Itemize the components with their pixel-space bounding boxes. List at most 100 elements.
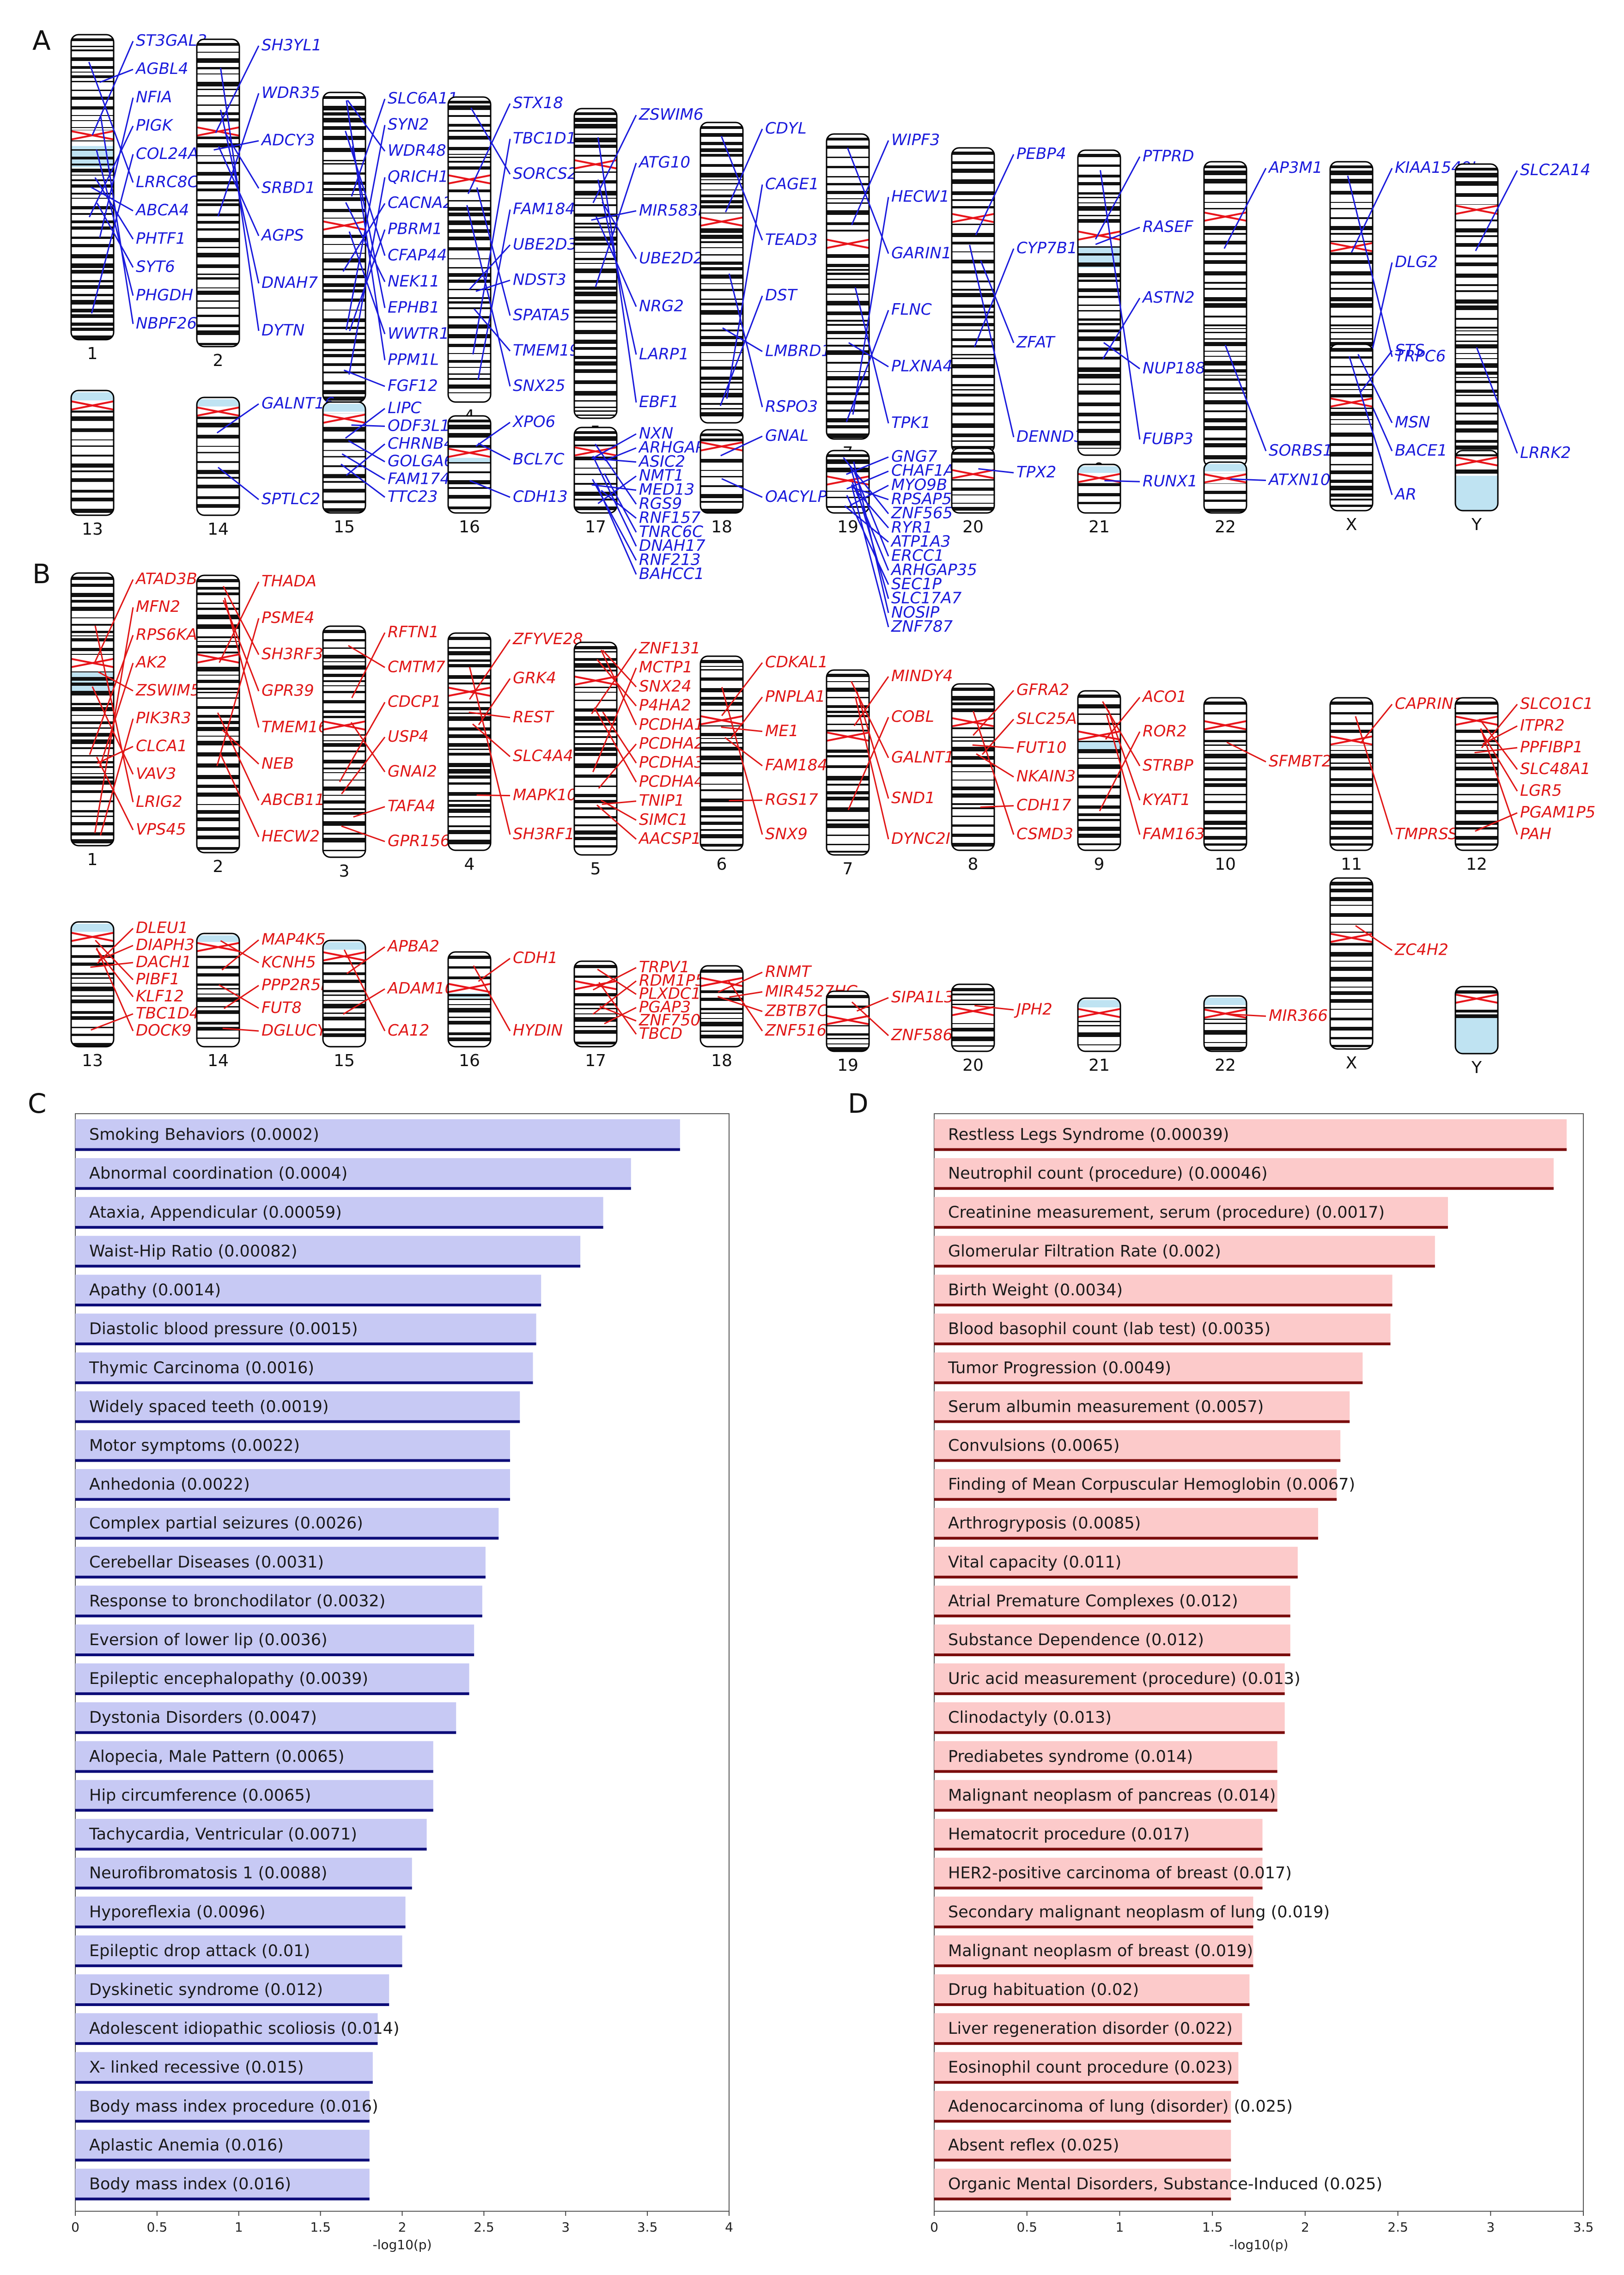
gene-label-tbc1d4: TBC1D4: [136, 1004, 199, 1023]
gene-connector-ror2: [1099, 731, 1141, 811]
gene-connector-gpr156: [341, 825, 385, 842]
bar-1: [75, 1119, 680, 1150]
chromosome-label-18: 18: [711, 1051, 732, 1070]
gene-connector-tmem192: [474, 308, 511, 352]
gene-label-rnf213: RNF213: [639, 551, 701, 569]
gene-connector-pcdha2: [598, 744, 637, 789]
gene-label-gnai2: GNAI2: [388, 762, 437, 781]
gene-label-wdr35: WDR35: [262, 84, 320, 102]
gene-connector-lgr5: [1480, 729, 1518, 792]
gene-connector-srbd1: [224, 131, 260, 189]
bar-14: [934, 1624, 1290, 1655]
gene-connector-adam10: [342, 988, 385, 1015]
gene-label-cdyl: CDYL: [765, 119, 807, 138]
gene-connector-cdh1: [478, 958, 511, 982]
gene-connector-slc2a14: [1475, 170, 1518, 251]
gene-label-sec1p: SEC1P: [891, 575, 942, 593]
gene-label-znf131: ZNF131: [639, 639, 700, 658]
gene-connector-atad3b: [94, 579, 134, 663]
gene-label-znf586: ZNF586: [891, 1026, 953, 1044]
chromosome-label-21: 21: [1089, 518, 1110, 537]
gene-label-ephb1: EPHB1: [388, 298, 440, 317]
gene-label-strbp: STRBP: [1143, 756, 1193, 775]
x-tick-label-8: 4: [725, 2220, 733, 2235]
gene-connector-dst: [719, 295, 763, 406]
gene-connector-garin1b: [846, 147, 889, 254]
gene-label-bahcc1: BAHCC1: [639, 565, 704, 583]
chromosome-8: 8: [951, 683, 995, 874]
bar-19: [934, 1818, 1263, 1849]
gene-label-xpo6: XPO6: [512, 413, 555, 431]
gene-connector-rasef: [1095, 226, 1140, 245]
gene-label-gng7: GNG7: [891, 447, 937, 466]
gene-connector-pcdha3: [602, 711, 637, 764]
gene-connector-me1: [721, 726, 763, 732]
gene-connector-pigk: [88, 125, 134, 218]
gene-label-slc48a1: SLC48A1: [1520, 760, 1590, 778]
gene-label-pcdha4: PCDHA4: [639, 772, 704, 791]
x-tick-label-6: 3: [561, 2220, 570, 2235]
gene-connector-vps45: [96, 756, 134, 830]
bar-label-20: HER2-positive carcinoma of breast (0.017…: [948, 1864, 1292, 1883]
gene-connector-zfyve28: [468, 639, 511, 700]
gene-label-dglucy: DGLUCY: [262, 1021, 328, 1040]
gene-label-nkain3: NKAIN3: [1016, 767, 1076, 786]
gene-connector-dock9: [96, 947, 134, 1031]
gene-label-sfmbt2: SFMBT2: [1269, 752, 1332, 771]
gene-connector-phtf1: [94, 177, 134, 240]
gene-connector-lrrk2: [1476, 347, 1518, 454]
gene-label-tnip1: TNIP1: [639, 792, 684, 810]
gene-label-mindy4: MINDY4: [891, 667, 953, 685]
chromosome-13: 13: [70, 390, 115, 539]
bar-label-6: Blood basophil count (lab test) (0.0035): [948, 1320, 1271, 1338]
gene-connector-fut10: [972, 744, 1014, 749]
bar-label-26: Adenocarcinoma of lung (disorder) (0.025…: [948, 2097, 1293, 2116]
gene-connector-znf750: [599, 1006, 637, 1022]
gene-connector-dennd3: [969, 244, 1015, 438]
gene-label-simc1: SIMC1: [639, 811, 688, 829]
bar-11: [75, 1508, 499, 1538]
chromosome-22: 22: [1203, 461, 1247, 537]
bar-label-18: Malignant neoplasm of pancreas (0.014): [948, 1786, 1276, 1805]
gene-connector-cacna2d2: [342, 203, 386, 272]
gene-label-csmd3: CSMD3: [1016, 825, 1073, 843]
gene-connector-ar: [1348, 356, 1393, 495]
gene-connector-cdkal1: [721, 662, 763, 716]
gene-label-p4ha2: P4HA2: [639, 696, 691, 715]
gene-connector-pah: [1480, 728, 1518, 835]
gene-label-kyat1: KYAT1: [1143, 791, 1191, 809]
gene-label-adcy3: ADCY3: [261, 131, 315, 150]
x-tick-label-3: 1.5: [1202, 2220, 1223, 2235]
bar-label-28: Body mass index (0.016): [89, 2175, 291, 2194]
gene-label-usp4: USP4: [388, 727, 429, 746]
chromosome-21: 21: [1077, 997, 1121, 1075]
gene-connector-ube2d2: [602, 201, 637, 259]
gene-label-hydin: HYDIN: [513, 1021, 563, 1040]
bar-24: [75, 2013, 378, 2044]
chromosome-label-17: 17: [585, 518, 606, 537]
gene-connector-pibf1: [95, 939, 134, 981]
bar-label-21: Secondary malignant neoplasm of lung (0.…: [948, 1903, 1330, 1921]
bar-5: [934, 1275, 1393, 1305]
chromosome-1: 1: [70, 572, 115, 869]
gene-connector-rest: [468, 711, 511, 719]
gene-label-slc2a14: SLC2A14: [1520, 161, 1590, 179]
bar-23: [75, 1974, 389, 2005]
gene-label-nbpf26: NBPF26: [136, 314, 197, 333]
bar-label-14: Substance Dependence (0.012): [948, 1631, 1204, 1649]
chromosome-label-15: 15: [334, 1051, 355, 1070]
gene-connector-lipc: [345, 408, 385, 439]
gene-connector-slc48a1: [1479, 718, 1518, 770]
gene-connector-ercc1: [854, 472, 889, 557]
chromosome-label-1: 1: [87, 344, 98, 363]
chromosome-label-14: 14: [207, 1051, 229, 1070]
gene-label-cdcp1: CDCP1: [388, 693, 441, 711]
bar-label-16: Clinodactyly (0.013): [948, 1708, 1112, 1727]
chromosome-label-2: 2: [213, 857, 224, 876]
bar-4: [934, 1236, 1435, 1266]
bar-22: [934, 1935, 1253, 1966]
chromosome-7: 7: [826, 133, 870, 463]
gene-connector-sec1p: [846, 495, 889, 585]
bar-chart-c: Smoking Behaviors (0.0002) Abnormal coord…: [71, 1113, 733, 2252]
gene-label-nup188: NUP188: [1143, 359, 1205, 378]
